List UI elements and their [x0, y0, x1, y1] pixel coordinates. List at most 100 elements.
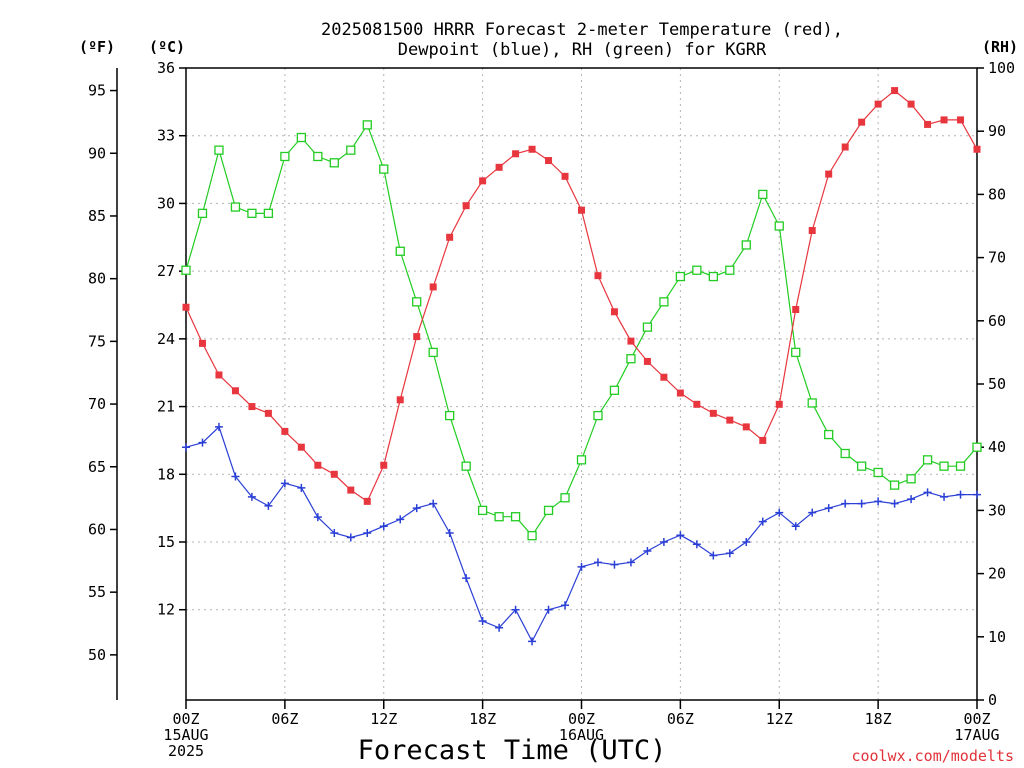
fahrenheit-tick-label: 80 [88, 270, 106, 288]
point-rh [576, 455, 587, 465]
rh-tick-label: 60 [988, 312, 1006, 330]
point-rh [379, 164, 389, 174]
point-temperature [297, 443, 305, 451]
series-dewpoint [182, 422, 981, 646]
point-dewpoint [758, 517, 767, 526]
fahrenheit-tick-label: 95 [88, 82, 106, 100]
point-rh [758, 189, 768, 200]
rh-tick-label: 90 [988, 122, 1006, 140]
celsius-tick-label: 15 [157, 533, 175, 551]
point-rh [873, 467, 883, 478]
point-dewpoint [692, 540, 701, 549]
point-temperature [891, 87, 899, 95]
point-temperature [215, 371, 223, 379]
rh-tick-label: 0 [988, 691, 997, 709]
point-dewpoint [346, 533, 355, 542]
point-temperature [924, 120, 932, 128]
point-temperature [907, 100, 915, 108]
axis-ticks: 12 15 18 21 24 27 30 33 36 50 55 60 65 70 75 80 85 90 95 0 1… [88, 59, 1015, 760]
point-temperature [940, 116, 948, 124]
point-temperature [610, 308, 618, 316]
point-dewpoint [890, 499, 899, 508]
point-rh [543, 505, 554, 516]
point-dewpoint [214, 422, 223, 431]
point-dewpoint [297, 483, 306, 492]
point-dewpoint [511, 605, 520, 614]
source-credit: coolwx.com/modelts [851, 747, 1014, 765]
point-dewpoint [593, 558, 602, 567]
point-temperature [512, 150, 520, 158]
x-tick-label: 18Z [469, 710, 496, 728]
chart-title-line-1: 2025081500 HRRR Forecast 2-meter Tempera… [321, 20, 843, 40]
point-dewpoint [182, 443, 190, 452]
point-dewpoint [445, 528, 454, 537]
point-dewpoint [231, 472, 240, 481]
point-dewpoint [791, 522, 800, 531]
point-rh [889, 480, 900, 490]
point-temperature [957, 116, 965, 124]
point-rh [494, 512, 504, 522]
point-dewpoint [742, 538, 751, 546]
point-dewpoint [264, 501, 273, 510]
point-rh [445, 410, 455, 421]
point-temperature [462, 202, 470, 210]
point-rh [824, 429, 834, 440]
point-rh [692, 265, 702, 275]
point-temperature [759, 436, 767, 444]
point-temperature [347, 486, 355, 494]
point-temperature [198, 339, 206, 347]
point-dewpoint [808, 508, 817, 517]
point-dewpoint [429, 499, 438, 508]
point-temperature [528, 145, 536, 153]
grid [186, 68, 977, 700]
fahrenheit-tick-label: 85 [88, 207, 106, 225]
celsius-tick-label: 36 [157, 59, 175, 77]
point-temperature [545, 157, 553, 165]
point-temperature [808, 227, 816, 235]
point-rh [840, 448, 850, 459]
point-temperature [709, 409, 717, 417]
point-temperature [973, 145, 981, 153]
point-dewpoint [313, 513, 322, 522]
point-rh [197, 208, 208, 219]
x-tick-label: 17AUG [954, 726, 999, 744]
point-rh [791, 347, 801, 358]
point-rh [725, 265, 735, 275]
point-rh [230, 202, 241, 212]
point-rh [955, 461, 966, 471]
point-rh [939, 461, 949, 471]
point-temperature [627, 337, 635, 345]
x-axis-label: Forecast Time (UTC) [358, 735, 667, 766]
point-rh [560, 493, 570, 503]
point-rh [461, 461, 471, 471]
x-tick-label: 18Z [865, 710, 892, 728]
x-tick-label: 00Z [172, 710, 199, 728]
point-rh [856, 461, 867, 471]
point-dewpoint [857, 499, 866, 508]
fahrenheit-tick-label: 75 [88, 332, 106, 350]
point-temperature [182, 303, 190, 311]
point-temperature [643, 357, 651, 365]
point-rh [280, 151, 290, 162]
x-tick-label: 06Z [271, 710, 298, 728]
fahrenheit-tick-label: 50 [88, 646, 106, 664]
point-dewpoint [577, 562, 586, 571]
point-dewpoint [412, 504, 421, 513]
point-rh [807, 398, 817, 408]
point-rh [922, 455, 933, 465]
point-rh [741, 240, 751, 250]
point-rh [395, 246, 405, 256]
point-temperature [380, 461, 388, 469]
point-rh [362, 120, 372, 130]
point-temperature [495, 163, 503, 171]
point-dewpoint [643, 547, 652, 556]
point-rh [708, 271, 718, 282]
point-rh [642, 322, 653, 332]
point-rh [527, 531, 537, 541]
point-rh [972, 442, 982, 452]
point-rh [313, 151, 323, 162]
x-tick-label: 15AUG [163, 726, 208, 744]
point-dewpoint [709, 551, 718, 560]
point-temperature [479, 177, 487, 185]
